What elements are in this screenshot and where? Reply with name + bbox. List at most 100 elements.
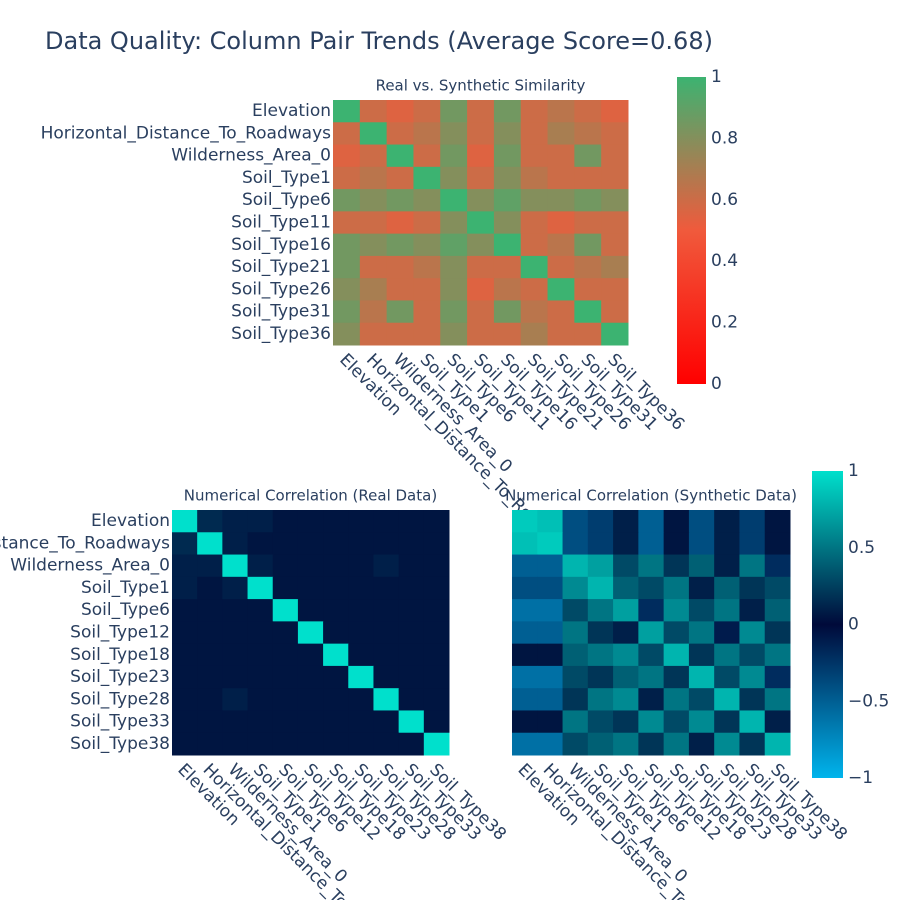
heatmap-cell (348, 688, 374, 711)
heatmap-cell (547, 211, 575, 235)
y-tick-label: Soil_Type18 (70, 645, 170, 665)
heatmap-cell (638, 732, 665, 756)
heatmap-cell (663, 510, 690, 533)
heatmap-cell (172, 710, 198, 734)
heatmap-cell (601, 189, 629, 212)
heatmap-cell (547, 300, 575, 324)
heatmap-cell (359, 122, 388, 146)
heatmap-cell (386, 144, 414, 168)
y-tick-label: Elevation (91, 511, 170, 531)
heatmap-cell (359, 189, 388, 212)
y-tick-label: Soil_Type36 (231, 324, 331, 344)
heatmap (172, 510, 450, 756)
heatmap-cell (512, 510, 538, 533)
heatmap-cell (663, 710, 690, 734)
heatmap-cell (323, 576, 349, 600)
heatmap-cell (739, 688, 766, 711)
y-tick-label: Wilderness_Area_0 (10, 556, 170, 576)
heatmap-cell (172, 688, 198, 711)
heatmap-cell (663, 554, 690, 578)
heatmap-cell (386, 300, 414, 324)
heatmap-cell (197, 688, 223, 711)
heatmap-cell (547, 255, 575, 279)
heatmap-cell (467, 122, 495, 146)
heatmap-cell (574, 100, 602, 123)
heatmap-cell (512, 710, 538, 734)
heatmap-cell (413, 189, 441, 212)
y-tick-label: Soil_Type31 (231, 302, 331, 322)
heatmap-cell (386, 211, 414, 235)
heatmap-cell (537, 621, 564, 645)
heatmap-cell (663, 643, 690, 667)
heatmap-cell (197, 554, 223, 578)
heatmap-cell (714, 599, 740, 622)
y-tick-label: Soil_Type21 (231, 257, 331, 277)
heatmap-cell (493, 100, 522, 123)
heatmap-cell (222, 665, 249, 689)
heatmap-cell (247, 643, 274, 667)
heatmap-cell (587, 688, 614, 711)
heatmap-cell (297, 532, 324, 556)
heatmap-cell (386, 322, 414, 346)
heatmap-cell (413, 300, 441, 324)
heatmap-cell (537, 643, 564, 667)
heatmap-cell (587, 710, 614, 734)
heatmap-cell (764, 710, 791, 734)
heatmap-cell (297, 554, 324, 578)
y-tick-label: Soil_Type1 (242, 168, 331, 188)
heatmap-cell (638, 621, 665, 645)
heatmap-cell (348, 621, 374, 645)
heatmap-cell (297, 665, 324, 689)
heatmap-cell (373, 554, 400, 578)
heatmap-cell (562, 532, 589, 556)
heatmap-cell (440, 100, 468, 123)
heatmap-cell (520, 166, 549, 190)
heatmap-cell (601, 144, 629, 168)
heatmap-cell (247, 554, 274, 578)
heatmap-cell (587, 510, 614, 533)
heatmap-cell (323, 599, 349, 622)
heatmap-cell (172, 532, 198, 556)
heatmap-cell (512, 621, 538, 645)
heatmap-cell (638, 643, 665, 667)
heatmap-cell (493, 278, 522, 301)
colorbar-tick-label: 0.4 (711, 251, 738, 271)
heatmap-cell (297, 510, 324, 533)
heatmap-cell (413, 166, 441, 190)
heatmap-cell (423, 532, 450, 556)
heatmap-cell (197, 732, 223, 756)
heatmap-cell (520, 122, 549, 146)
heatmap-cell (467, 300, 495, 324)
heatmap-cell (574, 144, 602, 168)
heatmap-cell (333, 322, 361, 346)
heatmap-cell (398, 599, 425, 622)
heatmap-cell (373, 688, 400, 711)
heatmap-cell (520, 233, 549, 257)
heatmap-cell (764, 599, 791, 622)
heatmap-cell (467, 278, 495, 301)
colorbar (812, 471, 843, 778)
heatmap-cell (537, 710, 564, 734)
heatmap-cell (613, 643, 639, 667)
heatmap-cell (537, 599, 564, 622)
heatmap-cell (386, 189, 414, 212)
heatmap-cell (333, 255, 361, 279)
heatmap-cell (520, 211, 549, 235)
heatmap-cell (638, 665, 665, 689)
heatmap-cell (386, 122, 414, 146)
heatmap-cell (562, 643, 589, 667)
heatmap-cell (467, 100, 495, 123)
heatmap-cell (537, 532, 564, 556)
heatmap-cell (323, 643, 349, 667)
heatmap-cell (520, 189, 549, 212)
heatmap-cell (373, 621, 400, 645)
heatmap-cell (562, 599, 589, 622)
heatmap-cell (297, 688, 324, 711)
heatmap-cell (613, 554, 639, 578)
heatmap-cell (348, 732, 374, 756)
heatmap-cell (739, 665, 766, 689)
heatmap-cell (714, 621, 740, 645)
heatmap-cell (440, 166, 468, 190)
heatmap-cell (272, 599, 299, 622)
heatmap-cell (222, 732, 249, 756)
